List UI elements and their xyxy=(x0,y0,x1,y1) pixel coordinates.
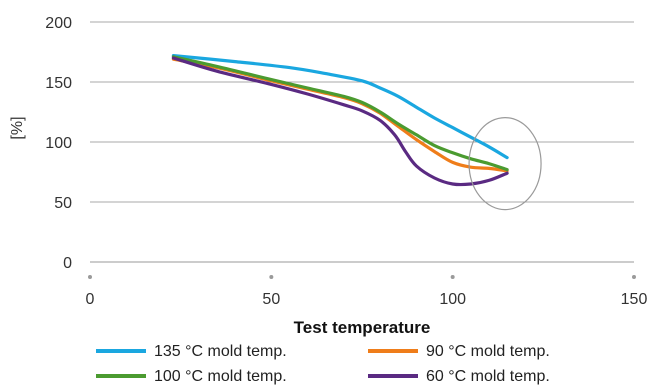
x-tick-mark xyxy=(269,275,274,279)
x-tick-mark xyxy=(450,275,455,279)
y-axis-ticks: 0 50 100 150 200 xyxy=(45,15,72,272)
series-line-0 xyxy=(171,54,509,160)
grid-lines xyxy=(90,21,634,263)
x-tick-mark xyxy=(632,275,636,279)
x-tick-label: 50 xyxy=(262,291,280,308)
x-tick-mark xyxy=(88,275,92,279)
legend-label: 135 °C mold temp. xyxy=(154,343,287,360)
legend: 135 °C mold temp. 90 °C mold temp. 100 °C … xyxy=(96,343,550,385)
annotations xyxy=(468,117,542,211)
y-tick-label: 150 xyxy=(45,75,72,92)
x-tick-label: 150 xyxy=(621,291,648,308)
y-axis-label: [%] xyxy=(9,116,26,139)
x-tick-label: 0 xyxy=(86,291,95,308)
series-lines xyxy=(171,54,509,187)
y-tick-label: 100 xyxy=(45,135,72,152)
series-line-3 xyxy=(171,56,509,187)
legend-label: 60 °C mold temp. xyxy=(426,368,550,385)
legend-label: 90 °C mold temp. xyxy=(426,343,550,360)
y-tick-label: 200 xyxy=(45,15,72,32)
x-tick-label: 100 xyxy=(439,291,466,308)
y-tick-label: 50 xyxy=(54,195,72,212)
legend-label: 100 °C mold temp. xyxy=(154,368,287,385)
highlight-ellipse xyxy=(468,117,542,211)
x-axis-label: Test temperature xyxy=(294,318,431,337)
x-axis-ticks: 0 50 100 150 xyxy=(86,275,648,308)
y-tick-label: 0 xyxy=(63,255,72,272)
